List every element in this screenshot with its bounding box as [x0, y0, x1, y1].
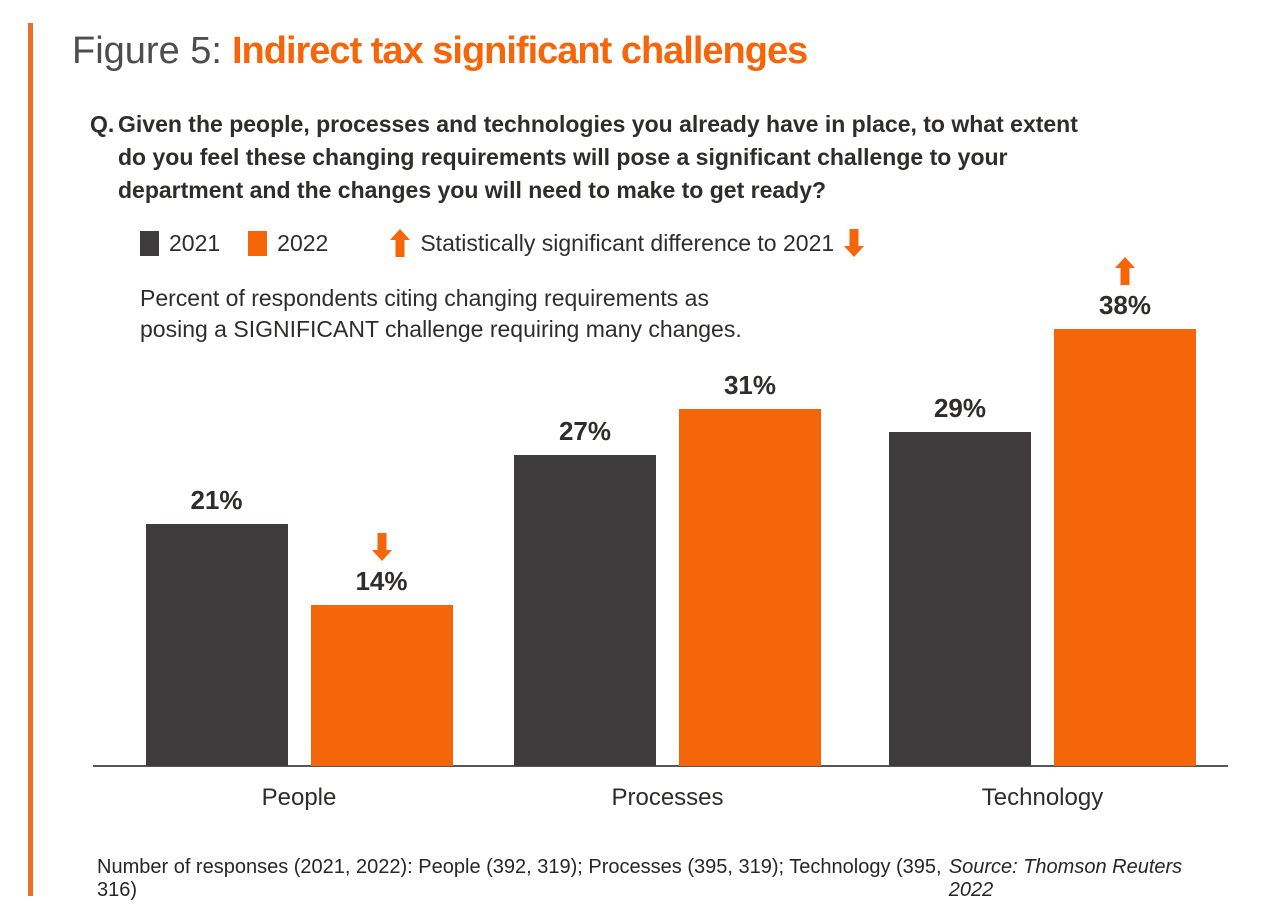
- source-note: Source: Thomson Reuters 2022: [948, 856, 1183, 901]
- figure-title-main: Indirect tax significant challenges: [231, 30, 808, 72]
- value-label-2022-technology: 38%: [1098, 290, 1152, 320]
- significance-up-arrow-icon: [1115, 257, 1135, 285]
- text-line: posing a SIGNIFICANT challenge requiring…: [140, 316, 742, 342]
- value-label-2021-processes: 27%: [558, 416, 612, 446]
- bar-2021-technology: [889, 432, 1031, 766]
- bar-2021-processes: [514, 455, 656, 766]
- bar-2022-processes: [679, 409, 821, 766]
- question: Q. Given the people, processes and techn…: [90, 108, 1078, 207]
- question-text: Given the people, processes and technolo…: [118, 108, 1078, 207]
- legend-item-2021: 2021: [140, 230, 220, 257]
- x-axis-line: [93, 765, 1228, 767]
- category-label-processes: Processes: [611, 784, 724, 811]
- text-line: Given the people, processes and technolo…: [118, 111, 1078, 137]
- category-label-people: People: [261, 784, 337, 811]
- up-arrow-icon: [390, 229, 411, 257]
- figure-title: Figure 5: Indirect tax significant challe…: [72, 30, 808, 73]
- value-label-2022-people: 14%: [355, 566, 408, 596]
- legend-item-2022: 2022: [248, 230, 328, 257]
- chart-subtitle: Percent of respondents citing changing r…: [140, 283, 742, 345]
- significance-down-arrow-icon: [371, 533, 392, 561]
- legend-significance: Statistically significant difference to …: [390, 229, 865, 257]
- value-label-2022-processes: 31%: [723, 370, 777, 400]
- text-line: do you feel these changing requirements …: [118, 144, 1008, 170]
- bar-2021-people: [145, 524, 288, 766]
- text-line: department and the changes you will need…: [118, 177, 827, 203]
- responses-note: Number of responses (2021, 2022): People…: [97, 856, 942, 901]
- bar-2022-people: [310, 605, 453, 766]
- value-label-2021-people: 21%: [190, 485, 243, 515]
- category-label-technology: Technology: [981, 784, 1104, 811]
- bar-2022-technology: [1054, 329, 1196, 766]
- down-arrow-icon: [844, 229, 865, 257]
- footer: Number of responses (2021, 2022): People…: [97, 856, 1220, 902]
- legend: 2021 2022 Statistically significant diff…: [140, 228, 865, 258]
- legend-swatch-2021: [140, 230, 159, 256]
- left-accent-rule: [28, 23, 33, 896]
- text-line: Percent of respondents citing changing r…: [140, 285, 709, 311]
- legend-label-2021: 2021: [169, 229, 221, 256]
- legend-swatch-2022: [248, 230, 268, 256]
- legend-significance-text: Statistically significant difference to …: [420, 229, 835, 256]
- legend-label-2022: 2022: [277, 229, 329, 256]
- question-marker: Q.: [90, 111, 115, 137]
- figure-title-prefix: Figure 5:: [72, 30, 222, 72]
- value-label-2021-technology: 29%: [933, 393, 987, 423]
